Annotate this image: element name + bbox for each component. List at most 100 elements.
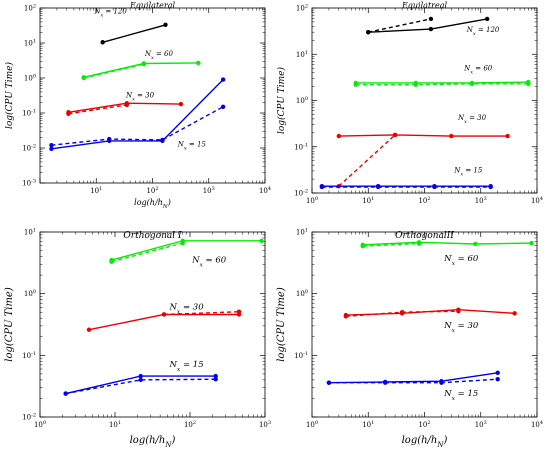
x-tick-label: 103 — [203, 186, 215, 195]
y-tick-label: 101 — [296, 228, 308, 237]
series-annotation: Nx = 30 — [443, 321, 479, 334]
data-point — [336, 133, 342, 139]
data-point — [326, 380, 332, 385]
series-line-solid — [102, 24, 166, 43]
data-point — [180, 240, 185, 246]
series-annotation: Nx = 60 — [191, 256, 227, 269]
data-point — [236, 309, 242, 314]
series-line-dashed — [362, 242, 420, 247]
chart-panel-4: 100 101 102 103 104 10-1 100 101 OrthogonalII log… — [276, 228, 543, 450]
chart-title: Equilateral — [129, 1, 176, 10]
x-tick-label: 101 — [362, 420, 374, 429]
series-annotation: Nx = 30 — [168, 303, 204, 316]
data-point — [375, 184, 381, 190]
series-line-solid — [355, 81, 529, 84]
data-point — [49, 143, 54, 148]
x-tick-label: 103 — [475, 420, 487, 429]
series-annotation: Nx = 15 — [453, 166, 483, 177]
x-tick-label: 100 — [306, 420, 318, 429]
series-annotation: Nx = 30 — [125, 91, 155, 102]
x-tick-label: 101 — [362, 196, 374, 205]
y-tick-label: 10-1 — [22, 351, 36, 360]
y-tick-label: 100 — [296, 96, 308, 105]
y-tick-label: 101 — [296, 50, 308, 59]
data-point — [160, 137, 165, 143]
x-tick-label: 102 — [418, 196, 430, 205]
chart-panel-3: 100 101 102 103 10-2 10-1 100 101 Orthogonal I lo… — [4, 228, 271, 450]
series-annotation: Nx = 60 — [463, 64, 493, 75]
series-annotation: Nx = 60 — [144, 50, 174, 61]
series-annotation: Nx = 120 — [93, 7, 127, 18]
data-point — [529, 240, 534, 246]
chart-title: Orthogonal I — [123, 231, 182, 241]
y-axis-label: log(CPU Time) — [276, 287, 287, 362]
x-axis-label: log(h/hN) — [402, 435, 448, 449]
data-point — [353, 82, 358, 87]
y-tick-label: 100 — [24, 74, 36, 83]
data-point — [213, 373, 218, 379]
data-point — [213, 377, 218, 382]
x-tick-label: 103 — [475, 196, 487, 205]
x-tick-label: 100 — [34, 420, 46, 429]
series-annotation: Nx = 15 — [443, 389, 478, 402]
series-line-solid — [111, 240, 262, 261]
data-point — [495, 377, 500, 382]
series-line-dashed — [355, 83, 529, 86]
data-point — [469, 81, 475, 86]
data-point — [109, 259, 114, 264]
x-tick-label: 104 — [531, 420, 543, 429]
series-annotation: Nx = 30 — [457, 114, 487, 125]
data-point — [512, 311, 517, 316]
y-tick-label: 100 — [296, 289, 308, 298]
series-line-dashed — [65, 378, 216, 395]
data-point — [473, 241, 478, 247]
x-tick-label: 101 — [90, 186, 102, 195]
chart-panel-2: 100 101 102 103 104 10-2 10-1 100 101 102 Equilatr… — [276, 1, 543, 205]
plot-frame — [311, 7, 538, 194]
data-point — [413, 82, 418, 87]
data-point — [49, 146, 54, 151]
data-point — [141, 61, 146, 67]
x-tick-label: 102 — [418, 420, 430, 429]
y-tick-label: 10-2 — [22, 413, 36, 422]
series-line-dashed — [338, 134, 396, 187]
series-line-solid — [338, 134, 508, 137]
y-tick-label: 102 — [24, 4, 36, 13]
chart-title: OrthogonalII — [395, 231, 454, 241]
data-point — [138, 377, 143, 383]
data-point — [107, 136, 112, 142]
data-point — [399, 310, 405, 315]
data-point — [456, 308, 461, 314]
data-point — [526, 81, 531, 86]
series-line-solid — [362, 241, 532, 246]
y-tick-label: 10-2 — [22, 144, 36, 153]
data-point — [484, 16, 490, 22]
data-point — [63, 391, 68, 396]
data-point — [360, 243, 365, 249]
data-point — [138, 373, 143, 379]
series-line-dashed — [111, 242, 183, 263]
series-line-dashed — [328, 378, 498, 384]
x-tick-label: 102 — [146, 186, 158, 195]
y-axis-label: log(CPU Time) — [4, 287, 15, 362]
data-point — [439, 380, 444, 385]
y-tick-label: 10-1 — [294, 142, 308, 151]
data-point — [196, 60, 201, 66]
y-tick-label: 102 — [296, 4, 308, 13]
data-point — [319, 184, 325, 190]
x-axis-label: log(h/hN) — [134, 198, 171, 210]
chart-title: Equilatreal — [401, 1, 448, 10]
data-point — [428, 16, 434, 22]
data-point — [392, 132, 398, 138]
x-tick-label: 104 — [531, 196, 543, 205]
data-point — [259, 238, 264, 243]
x-tick-label: 102 — [184, 420, 196, 429]
series-line-solid — [51, 79, 224, 150]
y-axis-label: log(CPU Time) — [276, 66, 287, 134]
series-annotation: Nx = 120 — [466, 26, 500, 37]
series-annotation: Nx = 15 — [168, 360, 203, 373]
data-point — [163, 22, 168, 28]
data-point — [220, 77, 226, 82]
data-point — [86, 327, 92, 332]
